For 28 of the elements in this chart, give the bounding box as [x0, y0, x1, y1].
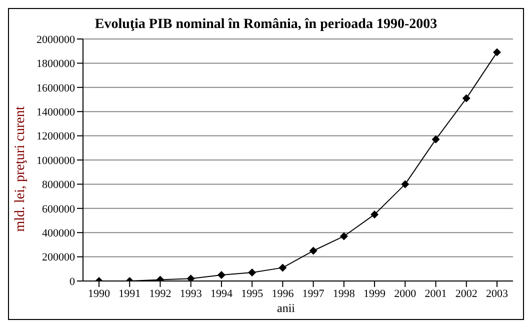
chart-title: Evoluţia PIB nominal în România, în perioada 1990-2003	[94, 17, 438, 33]
y-axis-title: mld. lei, preţuri curent	[13, 106, 29, 232]
y-tick-label: 600000	[42, 203, 76, 216]
x-tick-label: 1997	[302, 288, 325, 300]
y-tick-label: 1600000	[36, 82, 76, 94]
y-tick-label: 2000000	[36, 34, 76, 46]
x-tick-label: 1993	[180, 288, 202, 300]
y-tick-label: 1000000	[36, 154, 76, 167]
y-tick-label: 0	[70, 276, 76, 288]
y-tick-label: 1400000	[36, 106, 76, 119]
x-tick-label: 2003	[486, 288, 508, 300]
x-tick-label: 2002	[455, 288, 478, 300]
y-tick-label: 1200000	[36, 130, 76, 143]
x-tick-label: 1995	[241, 288, 264, 300]
x-tick-label: 1998	[332, 288, 356, 300]
x-axis-title: anii	[276, 301, 296, 316]
y-tick-label: 400000	[42, 228, 76, 240]
x-tick-label: 1990	[88, 288, 110, 300]
y-tick-label: 800000	[42, 179, 76, 192]
x-tick-label: 1992	[149, 288, 172, 300]
x-tick-label: 2000	[394, 288, 417, 300]
x-tick-label: 1999	[364, 288, 386, 300]
y-tick-label: 1800000	[36, 58, 76, 70]
x-tick-label: 1996	[272, 288, 294, 300]
x-tick-label: 1991	[118, 288, 141, 300]
y-tick-label: 200000	[42, 252, 76, 264]
x-tick-label: 1994	[210, 288, 233, 300]
x-tick-label: 2001	[424, 288, 447, 300]
